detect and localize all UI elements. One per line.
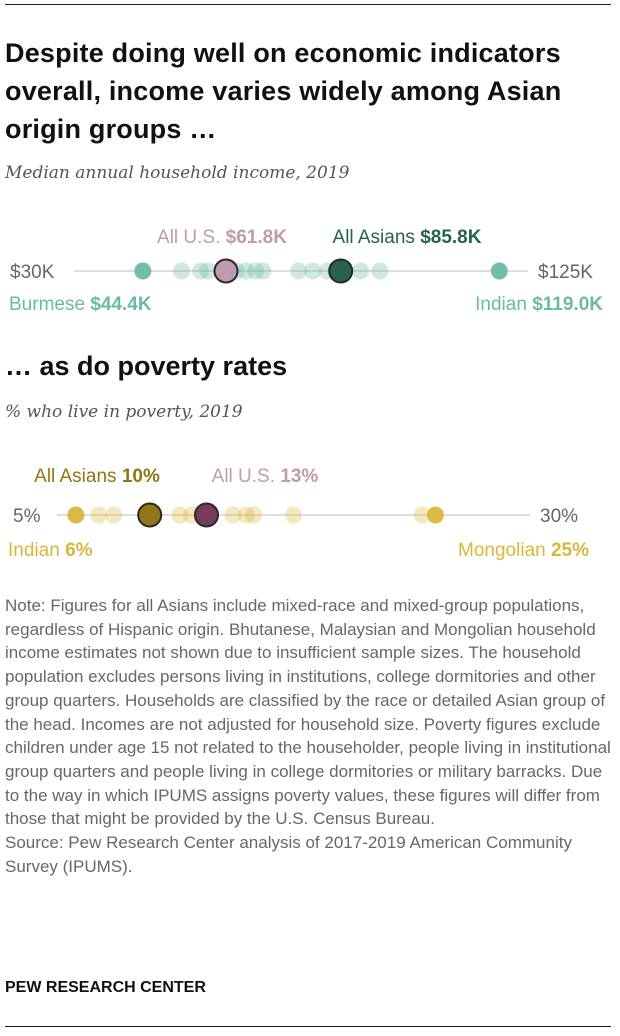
income-dot [173,262,190,280]
poverty-dot [224,506,242,524]
poverty-heading: … as do poverty rates [5,351,288,381]
income-asians-annotation: All Asians $85.8K [333,227,482,248]
poverty-low-annotation: Indian 6% [8,540,93,561]
income-asians-dot [328,258,354,284]
poverty-asians-dot [137,502,163,528]
poverty-asians-label: All Asians [34,466,116,487]
poverty-high-value: 25% [551,540,589,561]
income-points [134,258,508,284]
poverty-high-label: Mongolian [458,540,546,561]
income-asians-label: All Asians [333,227,415,248]
income-dot [134,262,152,280]
poverty-low-value: 6% [65,540,93,561]
income-dot [199,262,217,280]
income-dot [490,262,508,280]
income-us-value: $61.8K [226,227,288,248]
poverty-subtitle: % who live in poverty, 2019 [5,402,243,422]
poverty-dot [285,506,302,524]
poverty-axis-max: 30% [540,506,578,527]
income-high-label: Indian [475,294,527,315]
poverty-axis-min: 5% [13,506,41,527]
income-dot [352,262,370,280]
bottom-rule [5,1026,611,1027]
poverty-dot [90,506,108,524]
poverty-us-label: All U.S. [212,466,275,487]
poverty-low-label: Indian [8,540,60,561]
poverty-dot [105,506,123,524]
poverty-dot [67,506,85,524]
poverty-points [67,502,444,528]
income-us-dot [213,258,239,284]
poverty-asians-value: 10% [122,466,160,487]
income-us-annotation: All U.S. $61.8K [157,227,287,248]
income-dot [247,262,265,280]
income-asians-value: $85.8K [420,227,482,248]
poverty-dot-chart: All Asians 10% All U.S. 13% 5% 30% India… [8,466,589,561]
income-axis-max: $125K [538,262,593,283]
income-high-annotation: Indian $119.0K [475,294,603,315]
income-subtitle: Median annual household income, 2019 [5,163,350,183]
top-rule [5,4,611,5]
poverty-us-annotation: All U.S. 13% [212,466,319,487]
notes-block: Note: Figures for all Asians include mix… [5,594,617,878]
income-dot-chart: All U.S. $61.8K All Asians $85.8K $30K $… [9,227,603,315]
poverty-us-value: 13% [280,466,318,487]
poverty-dot [413,506,431,524]
poverty-dot [426,506,444,524]
income-us-label: All U.S. [157,227,220,248]
income-dot [304,262,322,280]
chart-title: Despite doing well on economic indicator… [5,38,562,144]
income-axis-min: $30K [10,262,55,283]
income-dot [371,262,389,280]
poverty-dot [237,506,255,524]
income-dot [290,262,308,280]
income-low-annotation: Burmese $44.4K [9,294,152,315]
income-low-label: Burmese [9,294,85,315]
income-dot [254,262,272,280]
poverty-dot [171,506,189,524]
income-high-value: $119.0K [532,294,603,315]
poverty-high-annotation: Mongolian 25% [458,540,589,561]
income-dot [192,262,210,280]
poverty-us-dot [194,502,219,528]
footer-brand: PEW RESEARCH CENTER [5,979,206,996]
income-dot [237,262,255,280]
income-low-value: $44.4K [90,294,152,315]
poverty-dot [245,506,263,524]
poverty-asians-annotation: All Asians 10% [34,466,160,487]
source-text: Source: Pew Research Center analysis of … [5,833,572,876]
note-text: Note: Figures for all Asians include mix… [5,596,611,829]
